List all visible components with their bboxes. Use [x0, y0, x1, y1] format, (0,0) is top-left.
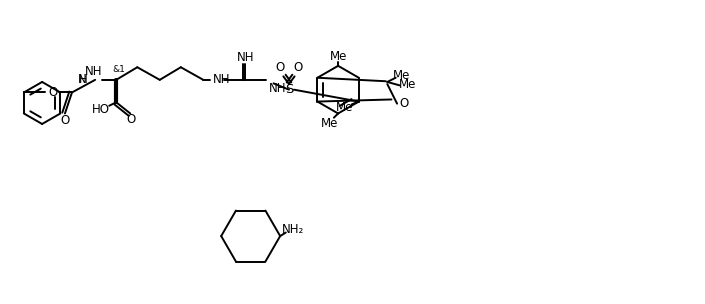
Text: NH₂: NH₂ [282, 223, 304, 236]
Text: H: H [79, 73, 88, 86]
Text: NH: NH [85, 65, 102, 78]
Text: O: O [49, 86, 58, 99]
Text: Me: Me [329, 50, 347, 63]
Text: O: O [126, 113, 135, 126]
Text: Me: Me [393, 69, 410, 82]
Text: Me: Me [399, 78, 417, 91]
Text: NH: NH [237, 51, 255, 64]
Text: N: N [78, 73, 87, 86]
Text: O: O [293, 61, 302, 74]
Text: O: O [275, 61, 284, 74]
Text: NH: NH [213, 73, 231, 86]
Text: &1: &1 [112, 65, 125, 74]
Text: Me: Me [321, 117, 338, 130]
Text: Me: Me [336, 101, 353, 114]
Text: HO: HO [92, 103, 110, 116]
Text: NH: NH [269, 82, 287, 95]
Text: O: O [61, 114, 70, 127]
Text: O: O [400, 97, 409, 110]
Text: S: S [285, 83, 293, 96]
